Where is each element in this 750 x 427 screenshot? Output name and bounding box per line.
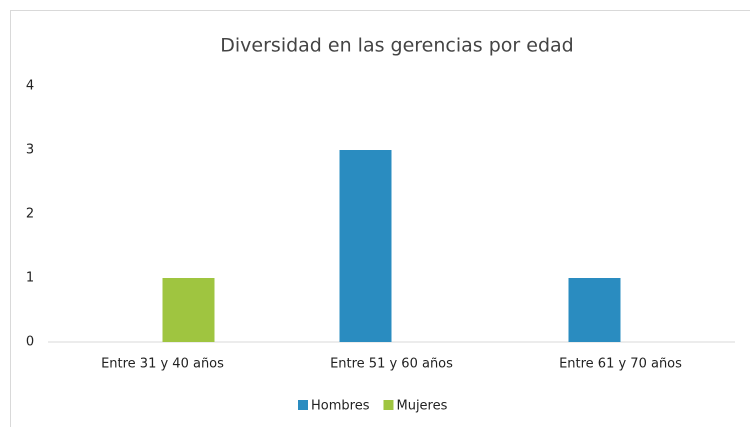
y-tick-label: 3: [26, 143, 34, 158]
chart-title: Diversidad en las gerencias por edad: [220, 35, 573, 57]
bar: [568, 278, 621, 342]
x-tick-label: Entre 51 y 60 años: [330, 357, 453, 372]
y-tick-label: 1: [26, 271, 34, 286]
legend-label: Hombres: [311, 399, 370, 414]
x-tick-label: Entre 61 y 70 años: [559, 357, 682, 372]
legend-swatch: [383, 400, 394, 410]
legend-label: Mujeres: [396, 399, 447, 414]
bar: [162, 278, 215, 342]
chart-frame: [10, 10, 750, 427]
y-tick-label: 4: [26, 79, 34, 94]
y-tick-label: 2: [26, 207, 34, 222]
legend-swatch: [298, 400, 308, 410]
y-tick-label: 0: [26, 335, 34, 350]
bar: [339, 150, 392, 342]
x-tick-label: Entre 31 y 40 años: [101, 357, 224, 372]
